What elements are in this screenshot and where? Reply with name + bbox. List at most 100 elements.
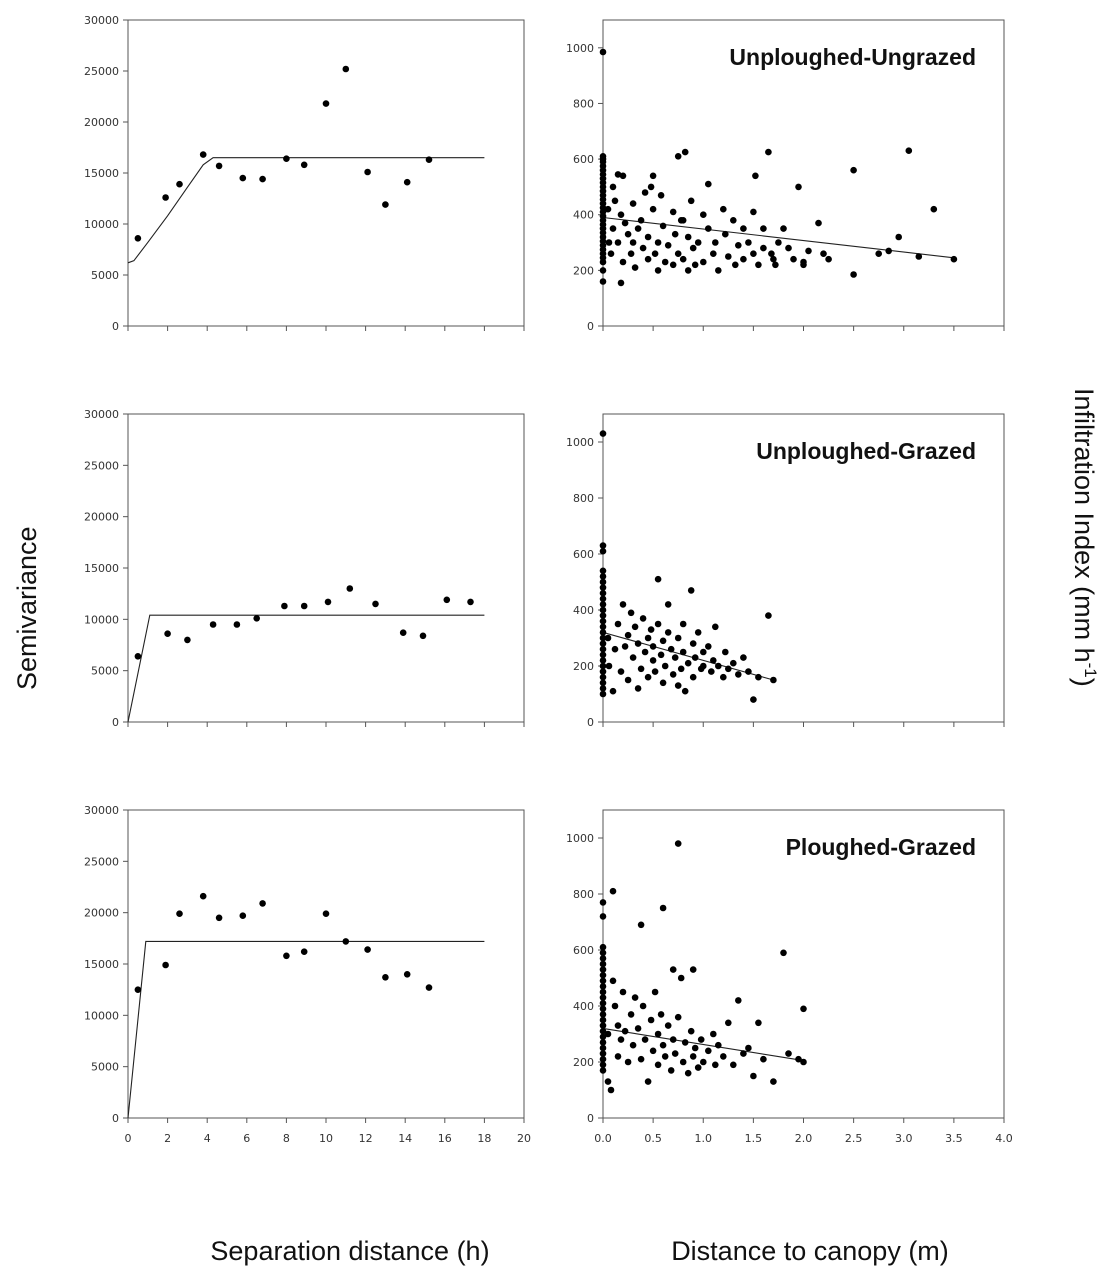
data-point [599,617,607,625]
data-point [162,194,169,201]
data-point [700,1058,707,1066]
data-point [712,1061,719,1069]
data-point [825,255,832,263]
x-tick-label: 2.5 [845,1132,863,1145]
data-point [162,961,169,969]
data-point [674,682,682,689]
data-point [372,600,379,608]
data-point [677,974,685,982]
data-point [599,1027,607,1035]
data-point [647,183,655,191]
x-tick-label: 18 [477,1132,491,1145]
data-point [599,1067,607,1074]
data-point [134,653,142,660]
data-point [599,589,607,597]
data-point [671,230,679,238]
data-point [745,1044,752,1052]
x-tick-label: 20 [517,1132,531,1145]
data-point [637,921,645,929]
data-point [689,244,697,252]
y-tick-label: 25000 [84,855,119,868]
data-point [382,201,389,208]
data-point [649,657,657,664]
data-point [629,1041,637,1049]
data-point [750,208,757,216]
x-tick-label: 14 [398,1132,412,1145]
data-point [800,1058,807,1066]
data-point [700,258,707,266]
y-tick-label: 30000 [84,408,119,421]
data-point [605,239,613,246]
data-point [694,629,702,636]
data-point [667,645,675,653]
semivariance-axis-title: Semivariance [12,526,43,690]
data-point [705,1047,712,1055]
data-point [805,247,812,255]
data-point [599,645,607,653]
data-point [950,255,958,263]
data-point [614,171,622,178]
infiltration-label-superscript: -1 [1081,662,1100,678]
data-point [346,585,354,592]
data-point [599,573,607,580]
data-point [134,986,142,993]
data-point [684,1069,692,1077]
y-tick-label: 1000 [566,436,594,449]
data-point [691,654,699,661]
data-point [599,1033,607,1041]
chart-panel-variogram-1: 0 5000 10000 15000 20000 25000 30000 [84,14,525,333]
data-point [905,147,913,154]
data-point [671,1050,679,1057]
data-point [599,668,607,675]
data-point [176,910,183,917]
data-point [722,230,729,238]
data-point [760,1055,767,1063]
y-tick-label: 600 [573,153,594,166]
data-point [627,250,635,257]
data-point [725,253,732,260]
data-point [740,225,747,232]
data-point [657,1011,665,1018]
y-tick-label: 15000 [84,958,119,971]
data-point [657,651,665,659]
data-point [253,615,260,622]
data-point [629,239,637,246]
data-point [708,668,715,675]
data-point [599,623,607,631]
data-point [930,205,938,213]
y-tick-label: 0 [112,716,119,729]
data-point [895,233,902,241]
data-point [176,180,183,188]
data-point [651,250,659,257]
data-point [364,946,371,953]
data-point [639,615,647,622]
data-point [599,1039,607,1046]
data-point [735,671,742,678]
x-tick-label: 0.5 [644,1132,662,1145]
data-point [619,258,627,266]
y-tick-label: 5000 [91,665,119,678]
data-point [780,225,787,232]
data-point [259,900,266,907]
data-point [715,662,722,670]
data-point [634,1025,642,1032]
data-point [755,1019,762,1027]
data-point [239,912,247,919]
data-point [644,673,652,681]
data-point [634,225,642,232]
data-point [689,673,697,681]
y-tick-label: 400 [573,1000,594,1013]
data-point [720,205,727,213]
data-point [599,1061,607,1069]
data-point [644,233,652,241]
data-point [599,601,607,608]
plot-frame [127,19,525,327]
data-point [679,255,687,263]
data-point [604,1030,612,1038]
data-point [800,261,807,269]
data-point [770,255,777,263]
data-point [627,609,635,617]
data-point [599,960,607,968]
data-point [850,166,857,174]
trend-line [602,631,774,681]
